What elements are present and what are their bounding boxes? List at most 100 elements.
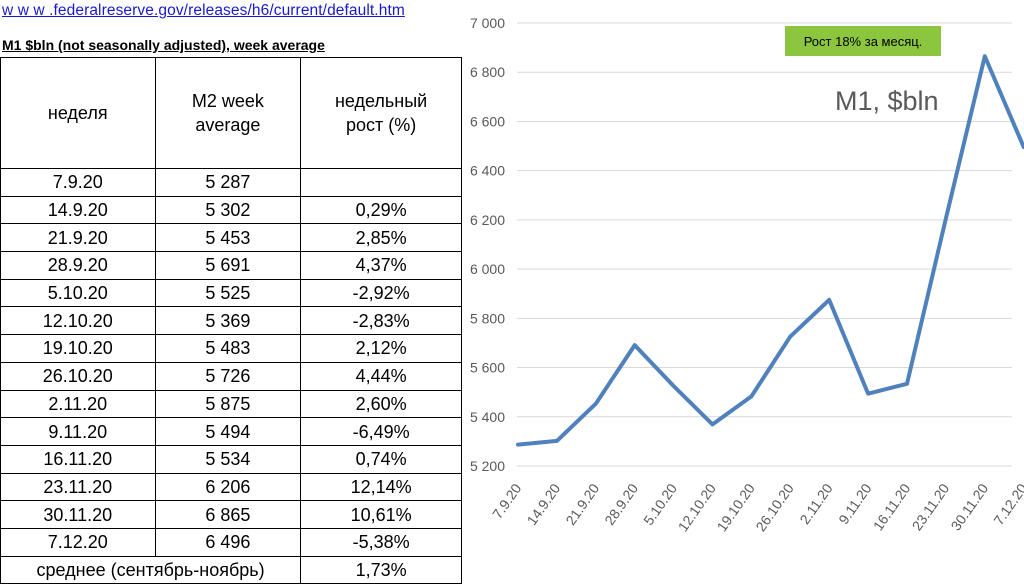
chart-title: M1, $bln <box>835 86 939 116</box>
cell-m2: 5 534 <box>154 444 302 474</box>
cell-growth: -6,49% <box>300 417 462 446</box>
cell-growth: -2,83% <box>300 306 462 336</box>
header-growth-text: недельный рост (%) <box>334 91 428 135</box>
table-footer-row: среднее (сентябрь-ноябрь) 1,73% <box>0 555 462 585</box>
cell-week: 19.10.20 <box>0 334 156 363</box>
y-tick-label: 5 200 <box>470 458 505 474</box>
table-row: 30.11.20 6 865 10,61% <box>0 500 462 529</box>
cell-m2: 6 206 <box>154 472 302 502</box>
footer-value: 1,73% <box>300 555 462 585</box>
cell-week: 23.11.20 <box>0 472 156 502</box>
cell-week: 14.9.20 <box>0 195 156 225</box>
data-table: неделя M2 week average недельный рост (%… <box>0 57 462 585</box>
header-m2-text: M2 week average <box>191 91 264 135</box>
cell-week: 2.11.20 <box>0 389 156 419</box>
table-row: 21.9.20 5 453 2,85% <box>0 223 462 253</box>
cell-week: 28.9.20 <box>0 251 156 280</box>
table-row: 16.11.20 5 534 0,74% <box>0 444 462 474</box>
x-tick-label: 28.9.20 <box>601 480 641 528</box>
table-row: 14.9.20 5 302 0,29% <box>0 195 462 225</box>
table-row: 12.10.20 5 369 -2,83% <box>0 306 462 336</box>
x-tick-label: 7.9.20 <box>489 480 525 521</box>
cell-m2: 5 494 <box>154 417 302 446</box>
y-axis: 5 200 5 400 5 600 5 800 6 000 6 200 6 400 6 600… <box>470 15 505 474</box>
x-tick-label: 9.11.20 <box>835 480 874 527</box>
cell-growth: -2,92% <box>300 278 462 308</box>
cell-week: 5.10.20 <box>0 278 156 308</box>
x-tick-label: 23.11.20 <box>909 480 953 533</box>
x-tick-label: 2.11.20 <box>796 480 835 527</box>
cell-week: 7.12.20 <box>0 527 156 557</box>
y-tick-label: 6 800 <box>470 64 505 80</box>
y-tick-label: 6 200 <box>470 212 505 228</box>
y-tick-label: 7 000 <box>470 15 505 31</box>
cell-week: 9.11.20 <box>0 417 156 446</box>
left-panel: w w w .federalreserve.gov/releases/h6/cu… <box>0 0 462 585</box>
annotation-text: Рост 18% за месяц. <box>804 34 923 49</box>
table-row: 5.10.20 5 525 -2,92% <box>0 278 462 308</box>
table-row: 19.10.20 5 483 2,12% <box>0 334 462 363</box>
table-header-row: неделя M2 week average недельный рост (%… <box>0 57 462 169</box>
y-tick-label: 6 400 <box>470 163 505 179</box>
x-tick-label: 12.10.20 <box>675 480 719 534</box>
cell-growth: 4,44% <box>300 361 462 391</box>
cell-growth: -5,38% <box>300 527 462 557</box>
cell-m2: 6 496 <box>154 527 302 557</box>
source-link[interactable]: w w w .federalreserve.gov/releases/h6/cu… <box>2 2 405 19</box>
header-m2: M2 week average <box>154 57 302 169</box>
cell-m2: 5 691 <box>154 251 302 280</box>
x-tick-label: 21.9.20 <box>562 480 602 528</box>
y-tick-label: 5 600 <box>470 360 505 376</box>
table-title: M1 $bln (not seasonally adjusted), week … <box>2 37 325 53</box>
x-tick-label: 26.10.20 <box>752 480 796 534</box>
cell-m2: 5 726 <box>154 361 302 391</box>
line-chart: 5 200 5 400 5 600 5 800 6 000 6 200 6 400 6 600… <box>470 15 1024 534</box>
x-tick-label: 30.11.20 <box>947 480 991 533</box>
cell-week: 12.10.20 <box>0 306 156 336</box>
table-row: 26.10.20 5 726 4,44% <box>0 361 462 391</box>
cell-m2: 5 875 <box>154 389 302 419</box>
cell-week: 30.11.20 <box>0 500 156 529</box>
cell-growth: 0,29% <box>300 195 462 225</box>
table-row: 7.9.20 5 287 <box>0 168 462 197</box>
x-tick-label: 19.10.20 <box>713 480 757 534</box>
y-tick-label: 5 400 <box>470 409 505 425</box>
cell-m2: 5 483 <box>154 334 302 363</box>
annotation-box <box>785 26 941 56</box>
cell-m2: 5 287 <box>154 168 302 197</box>
cell-m2: 5 525 <box>154 278 302 308</box>
chart-panel: 5 200 5 400 5 600 5 800 6 000 6 200 6 400 6 600… <box>462 0 1024 581</box>
cell-week: 26.10.20 <box>0 361 156 391</box>
cell-m2: 5 302 <box>154 195 302 225</box>
grid-lines <box>517 22 1012 467</box>
x-axis: 7.9.2014.9.2021.9.2028.9.205.10.2012.10.… <box>489 480 1024 534</box>
x-tick-label: 14.9.20 <box>523 480 563 528</box>
series-line <box>516 54 1024 447</box>
cell-growth: 2,60% <box>300 389 462 419</box>
table-body: 7.9.20 5 287 14.9.20 5 302 0,29% 21.9.20 5 453… <box>0 168 462 557</box>
table-row: 23.11.20 6 206 12,14% <box>0 472 462 502</box>
cell-m2: 6 865 <box>154 500 302 529</box>
x-tick-label: 16.11.20 <box>870 480 914 533</box>
table-row: 7.12.20 6 496 -5,38% <box>0 527 462 557</box>
cell-week: 21.9.20 <box>0 223 156 253</box>
cell-growth: 2,12% <box>300 334 462 363</box>
cell-m2: 5 369 <box>154 306 302 336</box>
table-row: 9.11.20 5 494 -6,49% <box>0 417 462 446</box>
y-tick-label: 6 000 <box>470 261 505 277</box>
cell-growth: 2,85% <box>300 223 462 253</box>
table-row: 28.9.20 5 691 4,37% <box>0 251 462 280</box>
cell-growth: 0,74% <box>300 444 462 474</box>
cell-growth <box>300 168 462 197</box>
y-tick-label: 5 800 <box>470 310 505 326</box>
cell-week: 7.9.20 <box>0 168 156 197</box>
footer-label: среднее (сентябрь-ноябрь) <box>0 555 302 585</box>
table-row: 2.11.20 5 875 2,60% <box>0 389 462 419</box>
header-growth: недельный рост (%) <box>300 57 462 169</box>
cell-growth: 10,61% <box>300 500 462 529</box>
x-tick-label: 7.12.20 <box>990 480 1024 528</box>
header-week: неделя <box>0 57 156 169</box>
cell-week: 16.11.20 <box>0 444 156 474</box>
cell-growth: 4,37% <box>300 251 462 280</box>
cell-growth: 12,14% <box>300 472 462 502</box>
